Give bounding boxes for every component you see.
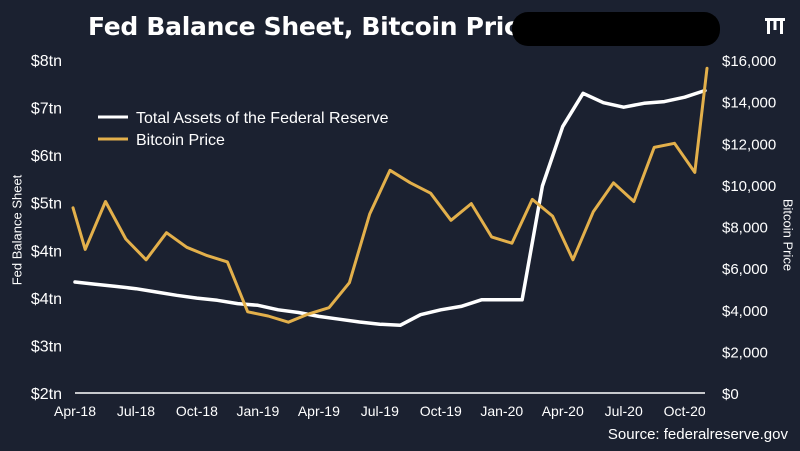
x-tick-label: Apr-19 — [298, 403, 340, 419]
y-left-tick-label: $4tn — [31, 291, 62, 308]
legend-label: Bitcoin Price — [136, 132, 225, 149]
fed-assets-line — [73, 88, 707, 328]
x-tick-label: Jul-18 — [117, 403, 155, 419]
x-tick-label: Jan-19 — [236, 403, 279, 419]
pantera-logo-icon — [765, 18, 785, 34]
y-right-tick-label: $14,000 — [722, 95, 776, 112]
x-tick-label: Oct-19 — [420, 403, 462, 419]
source-note: Source: federalreserve.gov — [607, 426, 788, 443]
y-right-tick-label: $16,000 — [722, 53, 776, 70]
bitcoin-price-line — [71, 66, 709, 324]
redaction-overlay — [512, 12, 720, 46]
y-right-tick-label: $0 — [722, 386, 739, 403]
y-left-tick-label: $8tn — [31, 53, 62, 70]
y-left-tick-label: $2tn — [31, 386, 62, 403]
x-tick-label: Oct-20 — [664, 403, 706, 419]
y-right-tick-label: $10,000 — [722, 178, 776, 195]
x-tick-label: Apr-18 — [54, 403, 96, 419]
y-left-tick-label: $3tn — [31, 338, 62, 355]
y-left-tick-label: $5tn — [31, 196, 62, 213]
y-right-tick-label: $6,000 — [722, 261, 768, 278]
y-left-tick-label: $7tn — [31, 101, 62, 118]
x-tick-label: Apr-20 — [542, 403, 584, 419]
y-right-tick-label: $4,000 — [722, 303, 768, 320]
y-right-tick-label: $8,000 — [722, 220, 768, 237]
x-tick-label: Jul-20 — [605, 403, 643, 419]
y-left-tick-label: $4tn — [31, 243, 62, 260]
x-tick-label: Oct-18 — [176, 403, 218, 419]
y-right-tick-label: $2,000 — [722, 344, 768, 361]
x-tick-label: Jul-19 — [361, 403, 399, 419]
y-left-tick-label: $6tn — [31, 148, 62, 165]
x-tick-label: Jan-20 — [480, 403, 523, 419]
y-right-tick-label: $12,000 — [722, 136, 776, 153]
legend-label: Total Assets of the Federal Reserve — [136, 110, 389, 127]
chart-title: Fed Balance Sheet, Bitcoin Price — [88, 12, 536, 41]
